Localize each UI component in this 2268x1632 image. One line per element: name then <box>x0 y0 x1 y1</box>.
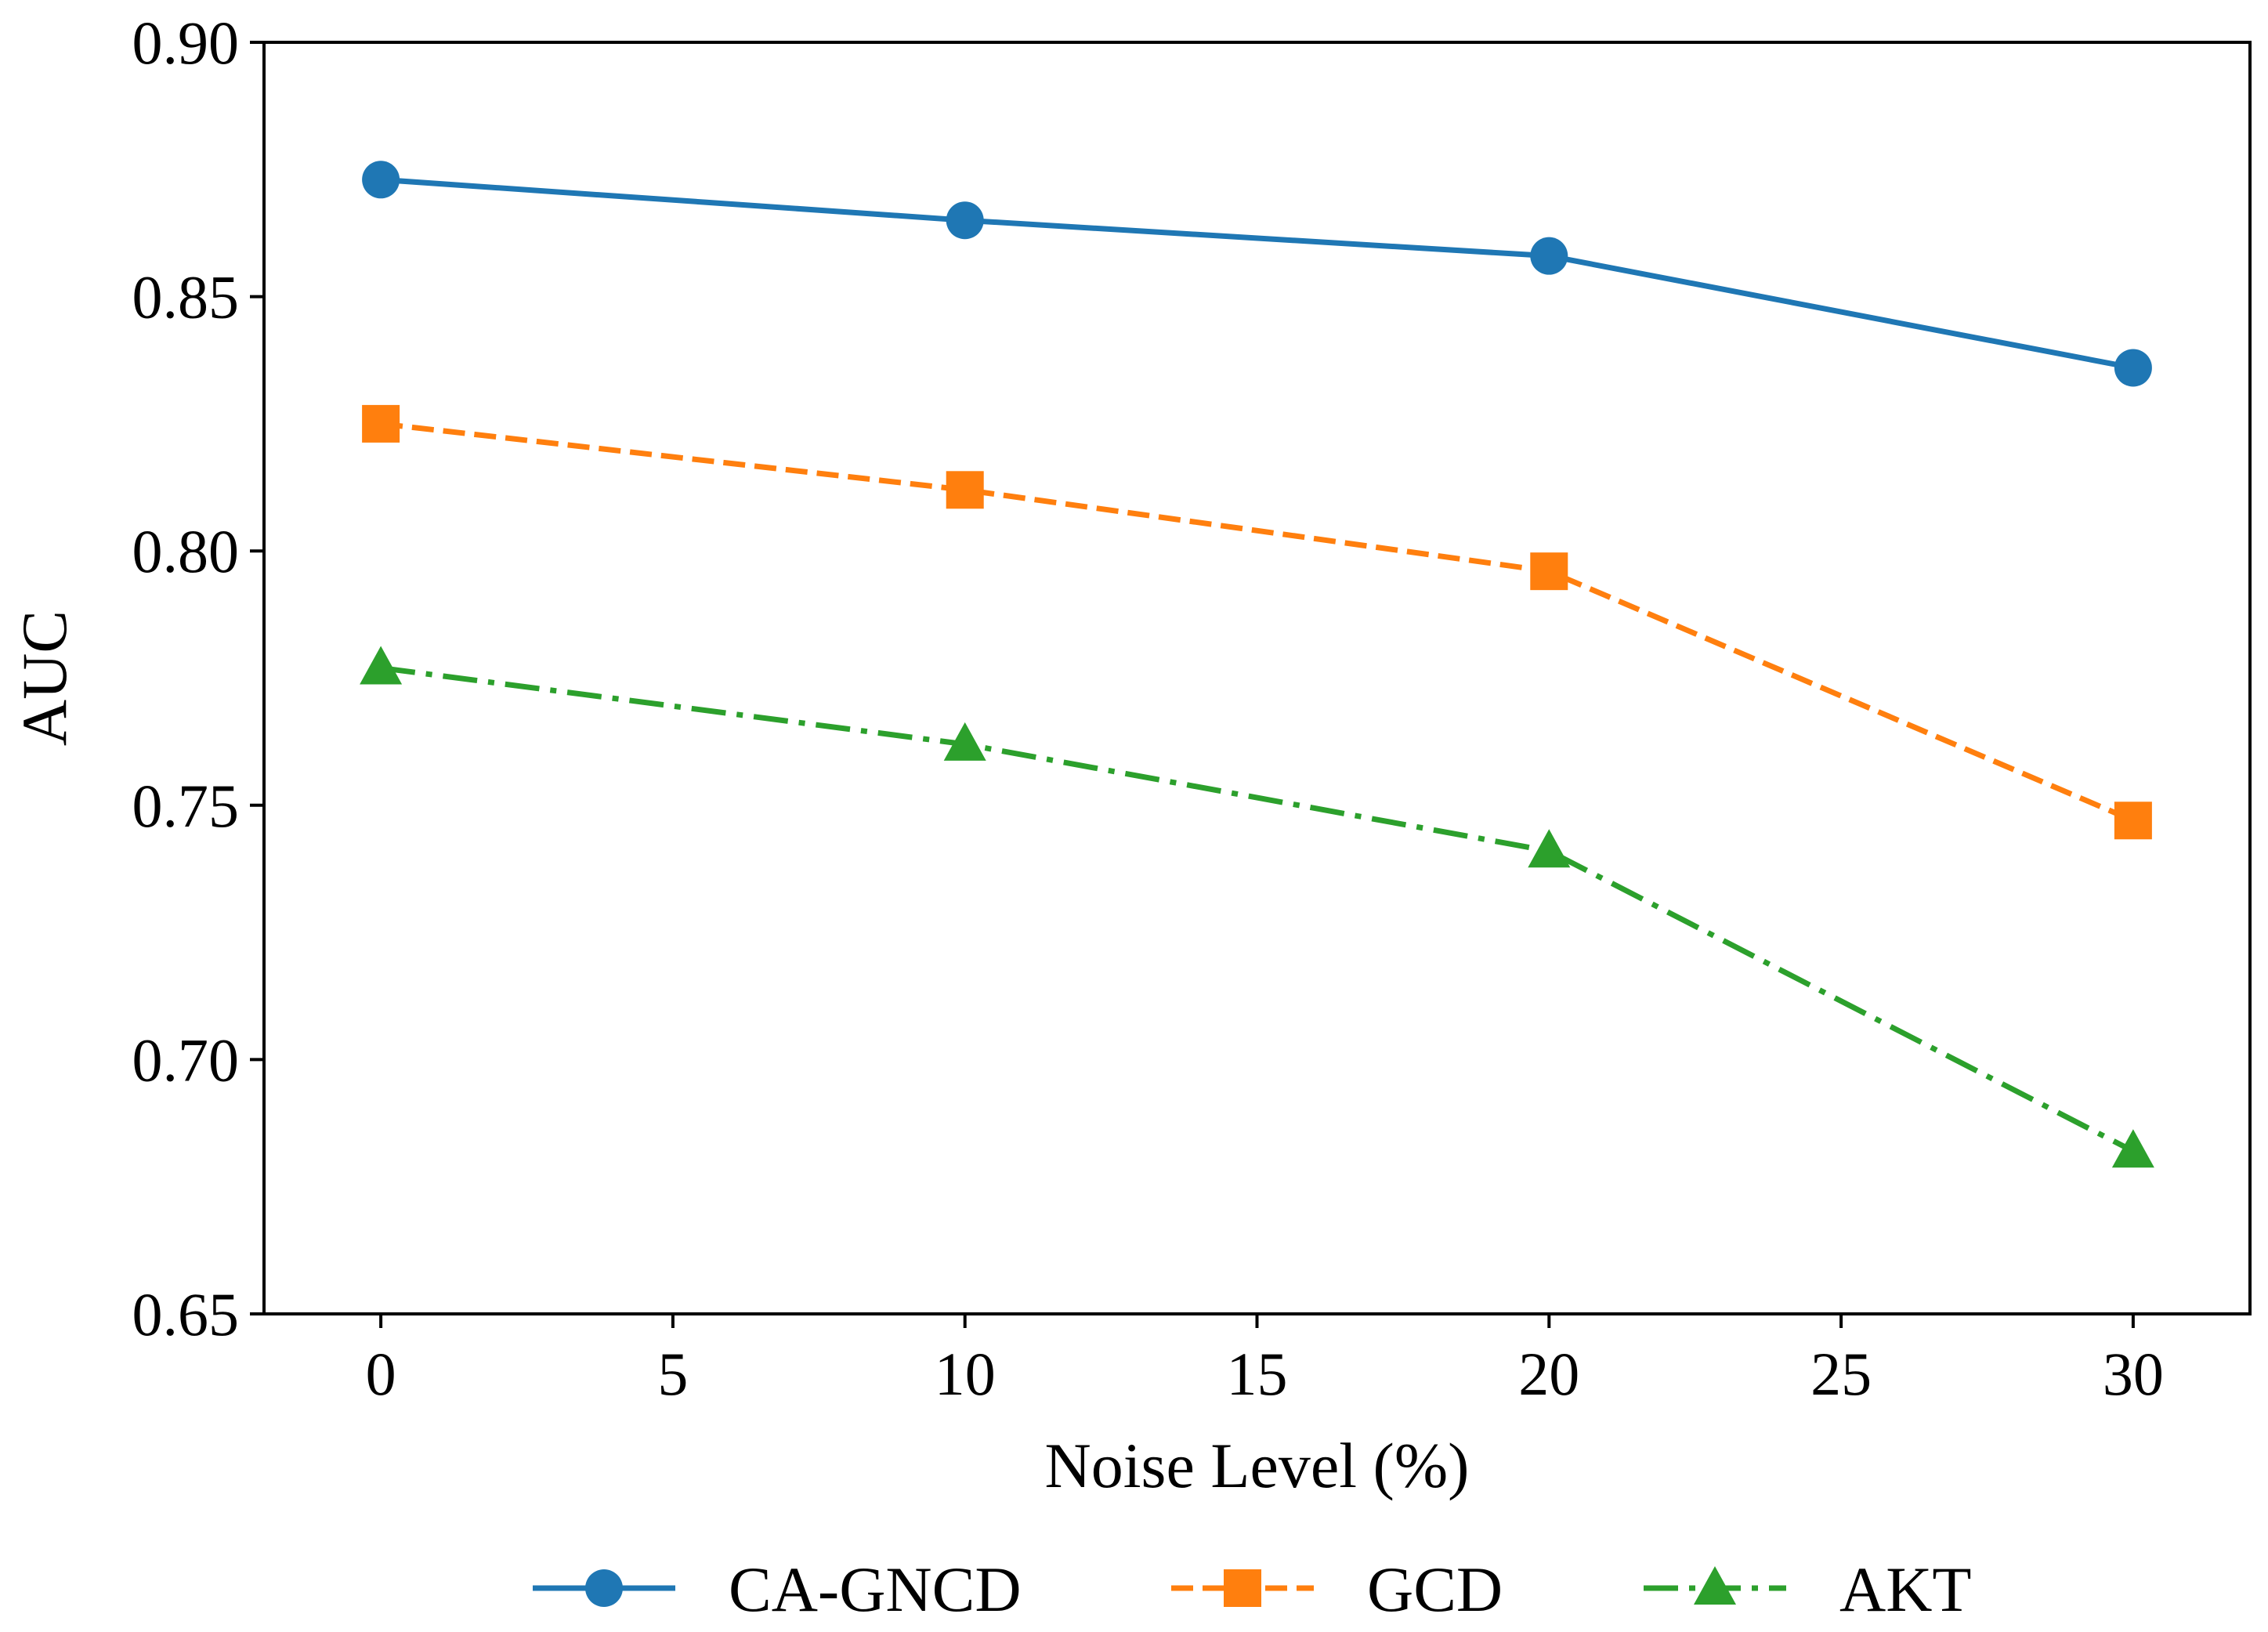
legend: CA-GNCD GCD AKT <box>533 1554 1972 1625</box>
plot-area <box>360 161 2154 1168</box>
y-axis-label: AUC <box>9 610 80 746</box>
x-tick-label: 5 <box>657 1340 688 1408</box>
series-line-ca-gncd <box>380 176 2134 371</box>
y-tick-label: 0.80 <box>132 517 240 585</box>
series-line-gcd <box>380 421 2135 823</box>
data-point-akt <box>943 722 986 761</box>
legend-marker-gcd <box>1224 1569 1261 1607</box>
data-point-akt <box>1528 829 1571 868</box>
series-ca-gncd <box>362 161 2152 387</box>
series-gcd <box>362 404 2152 840</box>
y-tick-label: 0.85 <box>132 263 240 331</box>
legend-label: CA-GNCD <box>729 1554 1022 1625</box>
y-tick-label: 0.75 <box>132 772 240 840</box>
series-akt <box>360 646 2154 1168</box>
x-tick-label: 15 <box>1227 1340 1288 1408</box>
x-tick-label: 30 <box>2103 1340 2164 1408</box>
data-point-gcd <box>1530 552 1568 591</box>
x-tick-label: 20 <box>1518 1340 1579 1408</box>
data-point-ca-gncd <box>946 201 984 240</box>
y-tick-label: 0.65 <box>132 1280 240 1348</box>
data-point-ca-gncd <box>2114 349 2152 387</box>
legend-item-akt: AKT <box>1644 1554 1972 1625</box>
x-axis-ticks: 0 5 10 15 20 25 30 <box>366 1314 2164 1408</box>
legend-marker-ca-gncd <box>585 1569 623 1607</box>
x-tick-label: 0 <box>366 1340 396 1408</box>
legend-marker-akt <box>1694 1566 1736 1605</box>
x-axis-label: Noise Level (%) <box>1045 1430 1470 1501</box>
data-point-gcd <box>2114 802 2152 840</box>
data-point-gcd <box>362 404 400 443</box>
data-point-gcd <box>946 471 984 509</box>
data-point-ca-gncd <box>362 161 400 199</box>
x-tick-label: 25 <box>1810 1340 1872 1408</box>
y-tick-label: 0.70 <box>132 1026 240 1094</box>
legend-label: GCD <box>1367 1554 1503 1625</box>
legend-item-gcd: GCD <box>1171 1554 1503 1625</box>
data-point-ca-gncd <box>1530 237 1568 275</box>
series-line-akt <box>380 665 2135 1154</box>
legend-label: AKT <box>1839 1554 1972 1625</box>
data-point-akt <box>2111 1129 2154 1168</box>
legend-item-ca-gncd: CA-GNCD <box>533 1554 1022 1625</box>
x-tick-label: 10 <box>935 1340 996 1408</box>
y-tick-label: 0.90 <box>132 9 240 77</box>
y-axis-ticks: 0.65 0.70 0.75 0.80 0.85 0.90 <box>132 9 264 1348</box>
data-point-akt <box>360 646 403 685</box>
